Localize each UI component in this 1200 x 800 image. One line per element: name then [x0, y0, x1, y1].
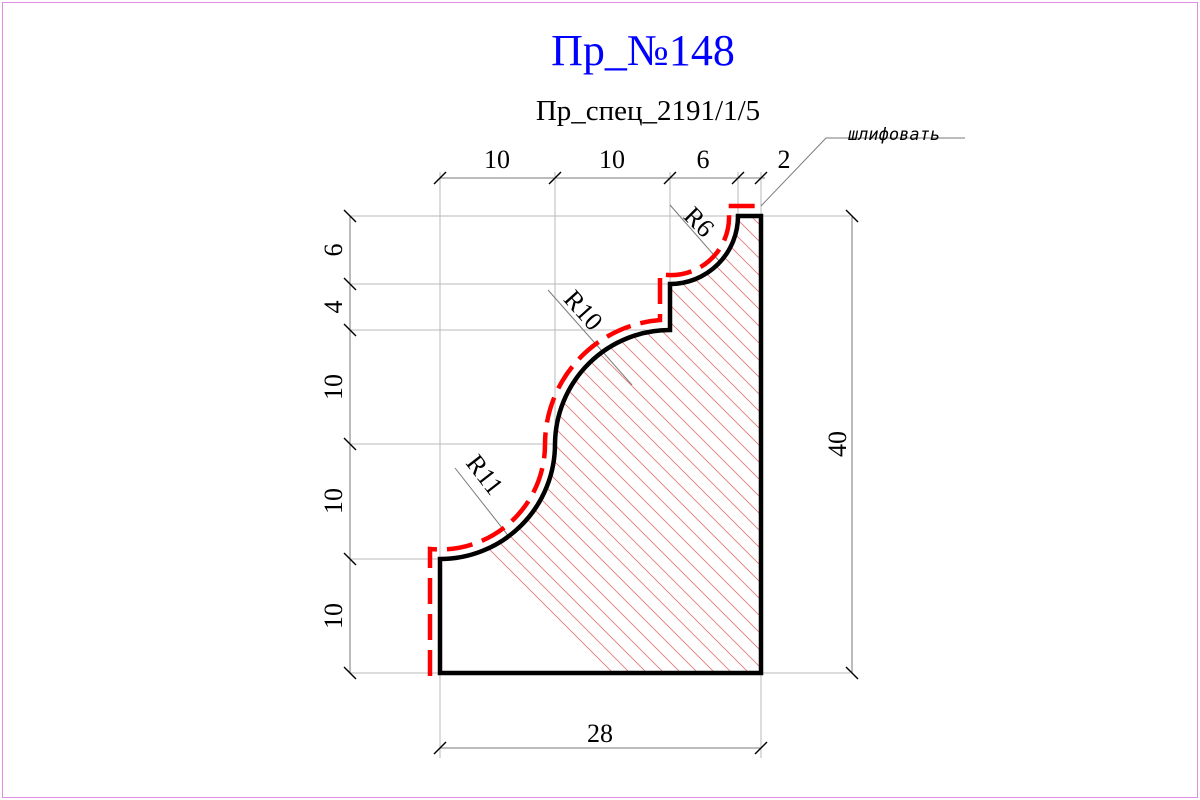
hatch-line: [440, 216, 641, 673]
hatch-line: [632, 216, 761, 673]
dim-top-3: 6: [697, 145, 710, 174]
hatch-line: [564, 216, 761, 673]
hatch-line: [700, 216, 761, 673]
hatch-line: [717, 216, 761, 673]
hatch-line: [440, 216, 675, 673]
hatch-line: [666, 216, 761, 673]
dim-left-4: 10: [319, 488, 348, 514]
hatch-line: [440, 216, 761, 673]
radius-label-r11: R11: [460, 449, 509, 500]
hatch-line: [547, 216, 761, 673]
hatch-line: [440, 216, 761, 673]
hatch-line: [462, 216, 761, 673]
radius-label-r6: R6: [678, 201, 720, 243]
hatch-line: [513, 216, 761, 673]
hatch-line: [440, 216, 761, 673]
hatch-line: [649, 216, 761, 673]
drawing-subtitle: Пр_спец_2191/1/5: [536, 95, 760, 127]
dim-overall-width: 28: [587, 719, 613, 748]
hatch-line: [440, 216, 761, 673]
hatch-line: [440, 216, 761, 673]
radius-label-r10: R10: [558, 285, 609, 337]
dim-left-5: 10: [319, 603, 348, 629]
hatch-line: [615, 216, 761, 673]
sanding-line: [427, 203, 761, 676]
dimension-ticks: [343, 171, 859, 755]
hatch-line: [440, 216, 709, 673]
dim-overall-height: 40: [823, 431, 852, 457]
dim-left-1: 6: [319, 244, 348, 257]
dim-left-3: 10: [319, 374, 348, 400]
extension-lines: [350, 172, 850, 758]
hatch-line: [445, 216, 761, 673]
hatch-line: [751, 216, 761, 673]
drawing-title: Пр_№148: [551, 26, 735, 75]
dim-top-1: 10: [484, 145, 510, 174]
hatch-line: [440, 216, 726, 673]
hatch-line: [440, 216, 658, 673]
dim-top-2: 10: [599, 145, 625, 174]
hatch-line: [530, 216, 761, 673]
hatch-line: [440, 216, 761, 673]
sanding-note: шлифовать: [848, 125, 940, 145]
dim-left-2: 4: [319, 301, 348, 314]
molding-profile-outline: [437, 213, 764, 676]
hatch-line: [496, 216, 761, 673]
hatch-line: [734, 216, 761, 673]
dim-top-4: 2: [778, 145, 791, 174]
